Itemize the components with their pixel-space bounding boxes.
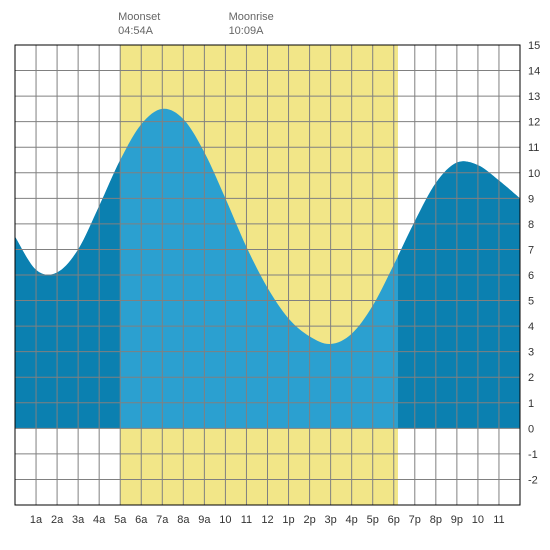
svg-text:7a: 7a [156,514,169,526]
svg-text:-2: -2 [528,474,538,486]
svg-text:5p: 5p [367,514,379,526]
svg-text:11: 11 [493,514,504,526]
svg-text:2: 2 [528,372,534,384]
svg-text:11: 11 [528,142,539,154]
svg-text:3a: 3a [72,514,85,526]
svg-text:13: 13 [528,91,540,103]
moonrise-title: Moonrise [229,11,274,23]
svg-text:-1: -1 [528,449,538,461]
svg-text:3p: 3p [325,514,337,526]
svg-text:2p: 2p [303,514,315,526]
svg-text:10: 10 [528,168,540,180]
svg-text:4p: 4p [346,514,358,526]
svg-text:5a: 5a [114,514,127,526]
svg-text:9a: 9a [198,514,211,526]
svg-text:4: 4 [528,321,534,333]
tide-chart: 1a2a3a4a5a6a7a8a9a1011121p2p3p4p5p6p7p8p… [0,0,550,550]
moonset-label: Moonset 04:54A [118,10,160,39]
moonset-time: 04:54A [118,25,153,37]
svg-text:3: 3 [528,347,534,359]
svg-text:0: 0 [528,423,534,435]
svg-text:10: 10 [219,514,231,526]
svg-text:4a: 4a [93,514,106,526]
svg-text:5: 5 [528,296,534,308]
svg-text:9: 9 [528,193,534,205]
svg-text:12: 12 [528,117,540,129]
svg-text:9p: 9p [451,514,463,526]
svg-text:8p: 8p [430,514,442,526]
svg-text:1: 1 [528,398,534,410]
svg-text:8a: 8a [177,514,190,526]
svg-text:6a: 6a [135,514,148,526]
svg-text:1p: 1p [282,514,294,526]
moonrise-time: 10:09A [229,25,264,37]
svg-text:15: 15 [528,40,540,52]
svg-text:11: 11 [241,514,252,526]
svg-text:2a: 2a [51,514,64,526]
svg-text:7: 7 [528,244,534,256]
svg-text:14: 14 [528,66,540,78]
moonrise-label: Moonrise 10:09A [229,10,274,39]
svg-text:6: 6 [528,270,534,282]
svg-text:7p: 7p [409,514,421,526]
moonset-title: Moonset [118,11,160,23]
svg-text:10: 10 [472,514,484,526]
chart-svg: 1a2a3a4a5a6a7a8a9a1011121p2p3p4p5p6p7p8p… [0,0,550,550]
svg-text:12: 12 [261,514,273,526]
svg-text:6p: 6p [388,514,400,526]
svg-text:8: 8 [528,219,534,231]
svg-text:1a: 1a [30,514,43,526]
